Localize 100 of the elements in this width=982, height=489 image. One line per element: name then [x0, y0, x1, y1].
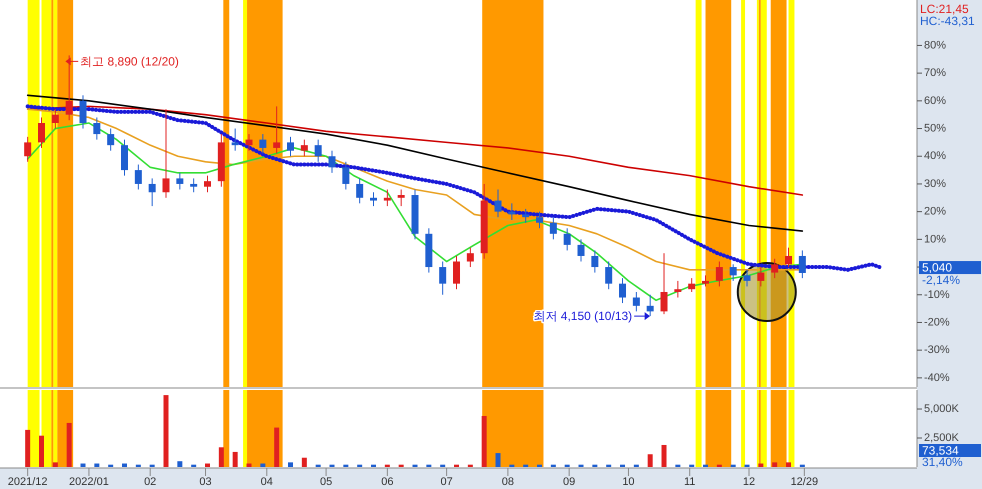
x-tick-label: 10	[622, 476, 635, 488]
bar	[80, 464, 86, 467]
x-tick-label: 2022/01	[69, 476, 109, 488]
y-tick-label: 30%	[924, 178, 946, 190]
x-tick-label: 05	[320, 476, 332, 488]
x-tick-label: 09	[563, 476, 576, 488]
candlestick	[522, 208, 530, 224]
candlestick	[287, 136, 294, 157]
candlestick	[328, 150, 336, 174]
y-tick-label: 70%	[924, 67, 946, 80]
candlestick	[757, 266, 764, 287]
y-tick-label: -10%	[924, 288, 950, 301]
bar	[288, 462, 294, 467]
candlestick	[591, 250, 598, 274]
y-tick-label: -40%	[924, 372, 950, 384]
bar	[164, 395, 169, 467]
x-tick-label: 12	[742, 476, 756, 488]
bar	[496, 453, 501, 467]
candlestick	[204, 175, 212, 193]
candlestick	[384, 188, 391, 207]
candlestick	[674, 280, 682, 298]
bar	[246, 464, 252, 467]
bar	[662, 444, 667, 467]
x-tick-label: 07	[440, 476, 453, 488]
candlestick	[80, 94, 86, 130]
candlestick	[660, 252, 668, 315]
candlestick	[246, 134, 253, 152]
candlestick	[107, 128, 114, 152]
candlestick	[730, 264, 737, 282]
text: HC:-43,31	[920, 14, 976, 28]
candlestick	[259, 134, 266, 154]
candlestick	[785, 247, 792, 268]
candlestick	[232, 128, 239, 152]
bar	[52, 462, 58, 467]
candlestick	[398, 188, 405, 207]
bar	[177, 461, 182, 467]
candlestick	[439, 261, 446, 296]
annotation: 최고 8,890 (12/20)	[80, 54, 179, 68]
text: 5,040	[922, 260, 952, 275]
y-tick-label: -30%	[924, 344, 950, 356]
candlestick	[176, 172, 184, 190]
x-tick-label: 2021/12	[8, 476, 48, 488]
bar	[232, 452, 238, 467]
candlestick	[356, 178, 364, 204]
x-tick-label: 03	[199, 476, 212, 488]
y-tick-label: 60%	[924, 94, 946, 107]
candlestick	[162, 108, 170, 198]
candlestick	[300, 139, 308, 157]
candlestick	[273, 106, 280, 154]
text: LC:21,45	[920, 2, 970, 16]
y-tick-label: -20%	[924, 316, 950, 328]
bar	[772, 462, 778, 467]
candlestick	[744, 269, 751, 287]
candlestick	[453, 255, 460, 290]
candlestick	[38, 116, 45, 148]
y-tick-label: 2,500K	[924, 432, 960, 444]
candlestick	[646, 294, 654, 317]
candlestick	[564, 228, 571, 251]
bar	[786, 462, 792, 467]
x-tick-label: 11	[684, 476, 696, 488]
candlestick	[536, 211, 544, 229]
x-tick-label: 08	[502, 476, 514, 488]
candlestick	[578, 238, 585, 262]
y-tick-label: 10%	[924, 233, 946, 246]
bar	[39, 436, 44, 467]
y-tick-label: 5,000K	[924, 403, 960, 416]
candlestick	[52, 108, 59, 130]
text: 73,534	[922, 444, 960, 458]
candlestick	[134, 164, 142, 190]
candlestick	[605, 261, 612, 290]
candlestick	[771, 258, 778, 279]
candlestick	[508, 202, 516, 220]
bar	[274, 428, 280, 467]
candlestick	[716, 261, 723, 287]
candlestick	[342, 161, 350, 190]
bar	[218, 447, 224, 467]
bar	[260, 464, 266, 467]
candlestick	[66, 54, 73, 121]
bar	[122, 464, 128, 467]
x-tick-label: 02	[144, 476, 156, 488]
bar	[66, 422, 72, 467]
bar	[25, 430, 30, 467]
bar	[94, 464, 100, 467]
bar	[302, 458, 307, 467]
bar	[648, 454, 653, 467]
candlestick	[632, 291, 640, 312]
bar	[205, 464, 210, 467]
candlestick	[494, 188, 502, 218]
candlestick	[798, 250, 806, 279]
candlestick	[702, 274, 710, 287]
text: 31,40%	[922, 455, 964, 469]
x-tick-label: 12/29	[790, 476, 818, 488]
x-tick-label: 04	[260, 476, 273, 488]
bar	[482, 416, 487, 467]
y-tick-label: 40%	[924, 150, 946, 162]
candlestick	[314, 139, 322, 162]
y-tick-label: 80%	[924, 39, 946, 52]
line-series	[26, 94, 804, 232]
candlestick	[370, 192, 378, 207]
candlestick	[93, 116, 100, 140]
